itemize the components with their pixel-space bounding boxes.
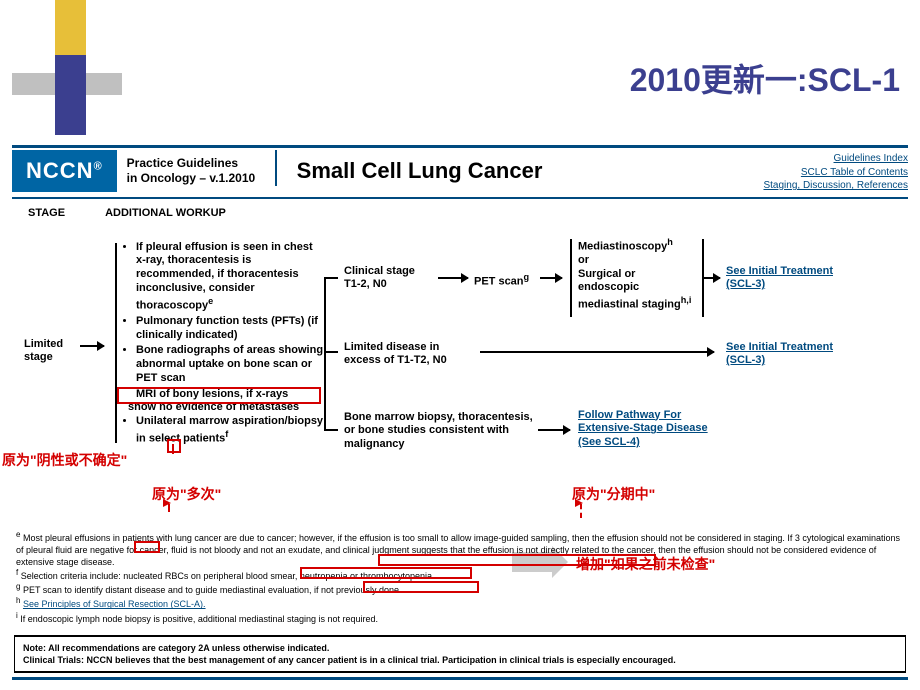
footnotes: e Most pleural effusions in patients wit… xyxy=(14,526,906,673)
link-toc[interactable]: SCLC Table of Contents xyxy=(763,166,908,180)
doc-title: Small Cell Lung Cancer xyxy=(277,150,764,184)
arrow xyxy=(438,277,468,279)
red-box-1 xyxy=(117,387,321,404)
vline xyxy=(324,277,326,431)
arrow xyxy=(80,345,104,347)
red-box-2 xyxy=(167,439,181,453)
branch2-link: See Initial Treatment (SCL-3) xyxy=(726,341,836,369)
branch2-label: Limited disease inexcess of T1-T2, N0 xyxy=(344,341,474,369)
link-scl3-b[interactable]: See Initial Treatment (SCL-3) xyxy=(726,341,833,367)
vline xyxy=(570,239,572,317)
arrow xyxy=(540,277,562,279)
link-scl3-a[interactable]: See Initial Treatment (SCL-3) xyxy=(726,265,833,291)
flow-diagram: Limited stage If pleural effusion is see… xyxy=(12,233,908,493)
branch1-mediastinoscopy: Mediastinoscopyh or Surgical or endoscop… xyxy=(578,237,698,313)
decor-yellow xyxy=(55,0,86,55)
red-dash-v xyxy=(172,444,174,454)
hline xyxy=(324,429,338,431)
col-stage: STAGE xyxy=(28,207,65,219)
col-workup: ADDITIONAL WORKUP xyxy=(105,207,226,219)
arrow xyxy=(538,429,570,431)
arrow xyxy=(704,277,720,279)
link-scl4[interactable]: Follow Pathway For Extensive-Stage Disea… xyxy=(578,409,708,449)
red-dash xyxy=(580,504,582,518)
guidelines-label: Practice Guidelines in Oncology – v.1.20… xyxy=(117,150,277,186)
arrow xyxy=(480,351,714,353)
document: NCCN® Practice Guidelines in Oncology – … xyxy=(12,145,908,680)
red-box-f xyxy=(300,567,472,579)
red-box-g xyxy=(363,581,479,593)
branch1-stage: Clinical stageT1-2, N0 xyxy=(344,265,434,293)
link-staging[interactable]: Staging, Discussion, References xyxy=(763,179,908,193)
red-box-e1 xyxy=(134,541,160,553)
note-box: Note: All recommendations are category 2… xyxy=(14,635,906,673)
red-dash xyxy=(168,504,170,512)
header-links: Guidelines Index SCLC Table of Contents … xyxy=(763,150,908,193)
column-headers: STAGE ADDITIONAL WORKUP xyxy=(12,199,908,219)
slide-title: 2010更新一:SCL-1 xyxy=(630,55,900,101)
stage-label: Limited stage xyxy=(24,338,79,366)
hline xyxy=(324,277,338,279)
footnote-g: PET scan to identify distant disease and… xyxy=(23,585,309,595)
workup-list: If pleural effusion is seen in chest x-r… xyxy=(124,241,324,449)
hline xyxy=(324,351,338,353)
branch3-link: Follow Pathway For Extensive-Stage Disea… xyxy=(578,409,718,450)
branch1-link: See Initial Treatment (SCL-3) xyxy=(726,265,836,293)
footnote-i: If endoscopic lymph node biopsy is posit… xyxy=(20,614,378,624)
link-scl-a[interactable]: See Principles of Surgical Resection (SC… xyxy=(23,599,206,609)
branch1-pet: PET scang xyxy=(474,272,529,289)
branch3-label: Bone marrow biopsy, thoracentesis, or bo… xyxy=(344,411,534,452)
decor-navy xyxy=(55,55,86,135)
annot-3: 原为"分期中" xyxy=(572,484,655,504)
vline xyxy=(115,243,117,443)
red-box-e2 xyxy=(378,554,656,566)
link-guidelines-index[interactable]: Guidelines Index xyxy=(763,152,908,166)
doc-header: NCCN® Practice Guidelines in Oncology – … xyxy=(12,150,908,199)
nccn-logo: NCCN® xyxy=(12,150,117,192)
annot-1: 原为"阴性或不确定" xyxy=(2,450,127,470)
